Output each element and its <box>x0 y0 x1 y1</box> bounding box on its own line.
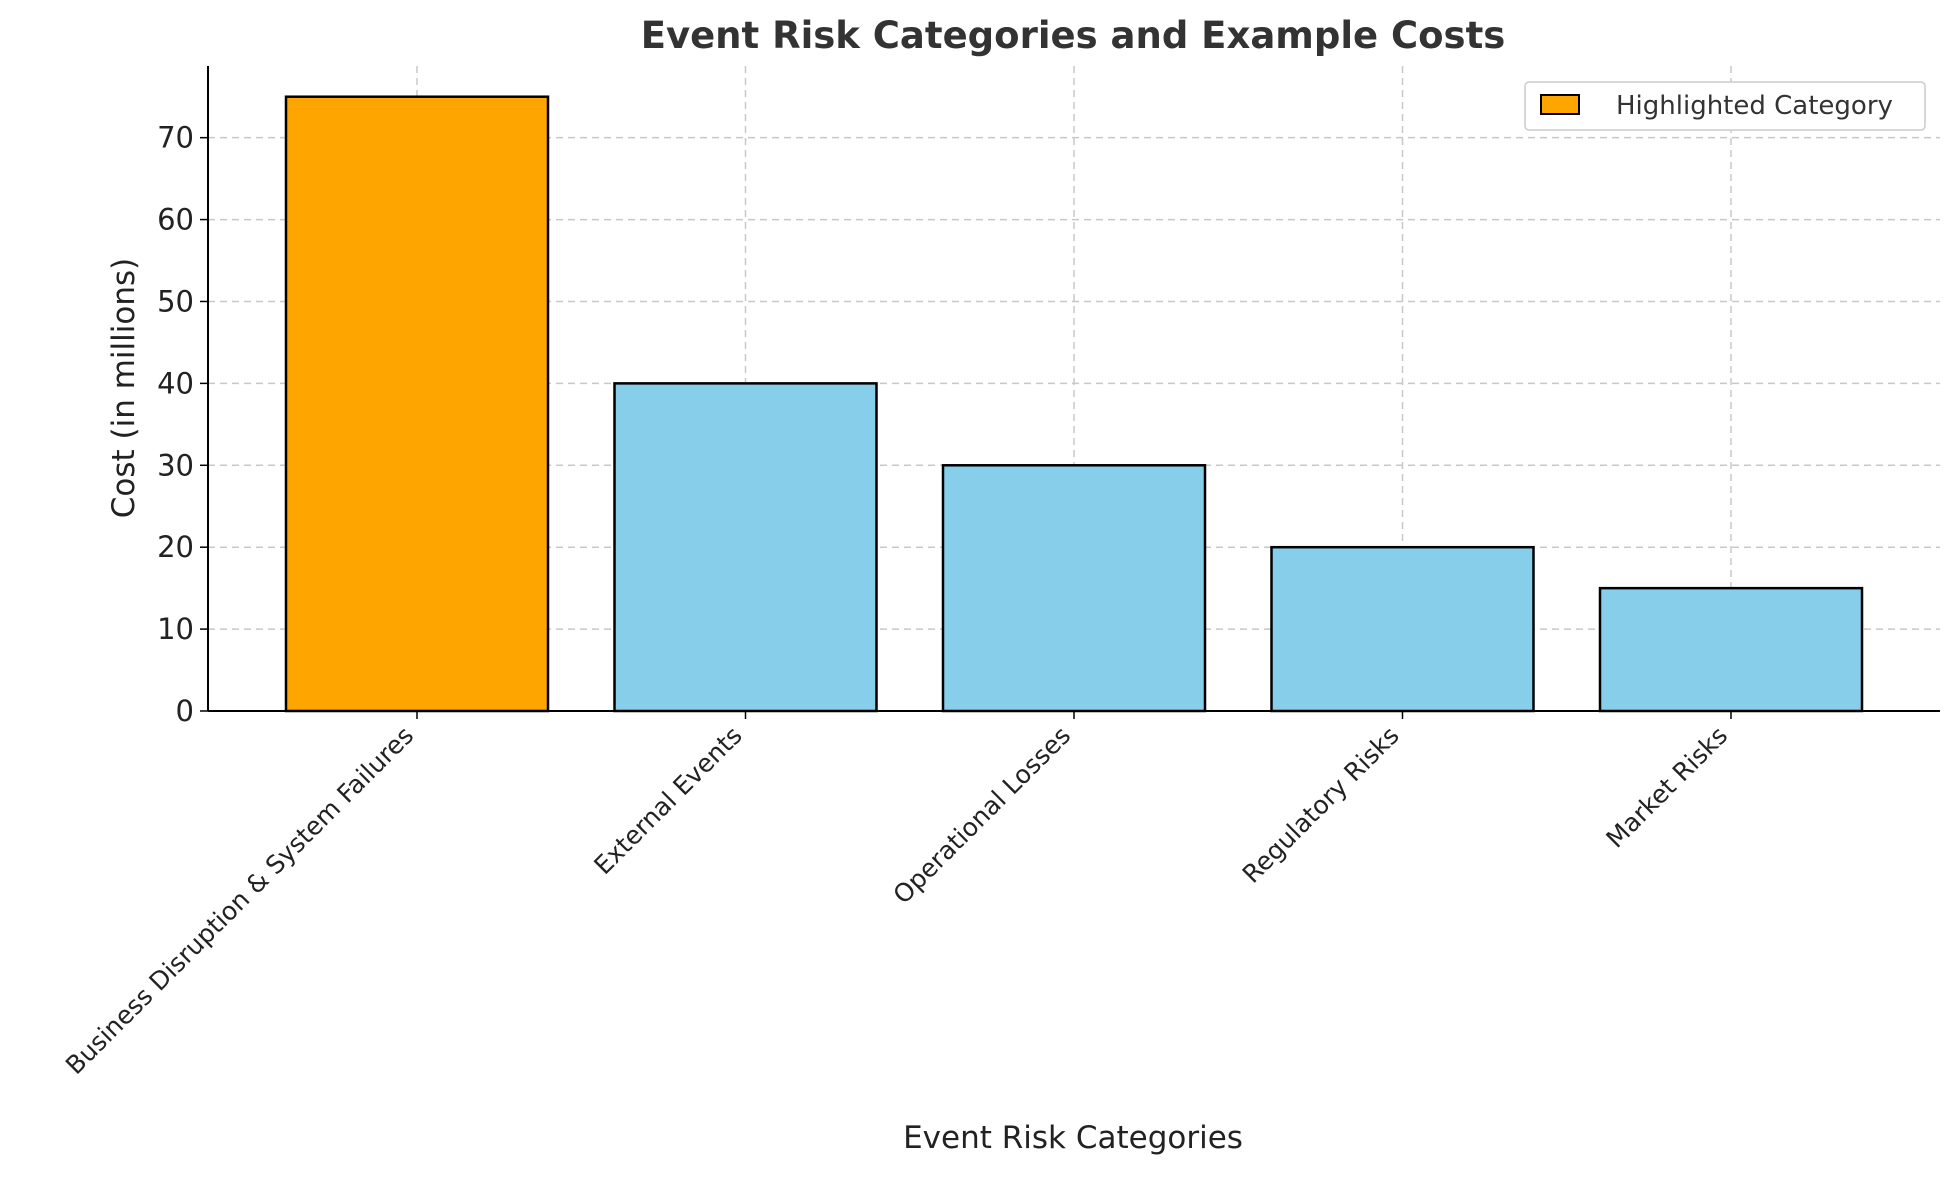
bars <box>284 95 1864 713</box>
legend-label: Highlighted Category <box>1616 91 1893 121</box>
legend-swatch <box>1540 94 1580 115</box>
x-tick-label: Operational Losses <box>888 721 1077 910</box>
bar <box>613 382 878 713</box>
legend: Highlighted Category <box>1524 81 1926 131</box>
y-tick-label: 20 <box>157 530 194 564</box>
y-tick-labels: 0 10 20 30 40 50 60 70 <box>157 121 208 728</box>
x-tick-label: Regulatory Risks <box>1237 721 1405 889</box>
x-axis-label: Event Risk Categories <box>903 1120 1243 1156</box>
bar <box>941 464 1207 713</box>
x-tick-label: External Events <box>588 721 747 880</box>
y-tick-label: 0 <box>176 694 194 728</box>
x-tick-label: Market Risks <box>1600 721 1733 854</box>
y-axis-label: Cost (in millions) <box>106 258 142 519</box>
y-tick-label: 50 <box>157 284 194 318</box>
bar <box>1598 586 1864 713</box>
y-tick-label: 40 <box>157 366 194 400</box>
y-tick-label: 60 <box>157 203 194 237</box>
bar <box>284 95 550 713</box>
x-tick-label: Business Disruption & System Failures <box>60 721 419 1080</box>
x-tick-labels: Business Disruption & System Failures Ext… <box>60 711 1733 1080</box>
y-tick-label: 10 <box>157 612 194 646</box>
y-tick-label: 70 <box>157 121 194 155</box>
chart-title: Event Risk Categories and Example Costs <box>641 14 1506 57</box>
y-tick-label: 30 <box>157 448 194 482</box>
legend-frame <box>1524 81 1926 131</box>
bar <box>1270 545 1535 713</box>
